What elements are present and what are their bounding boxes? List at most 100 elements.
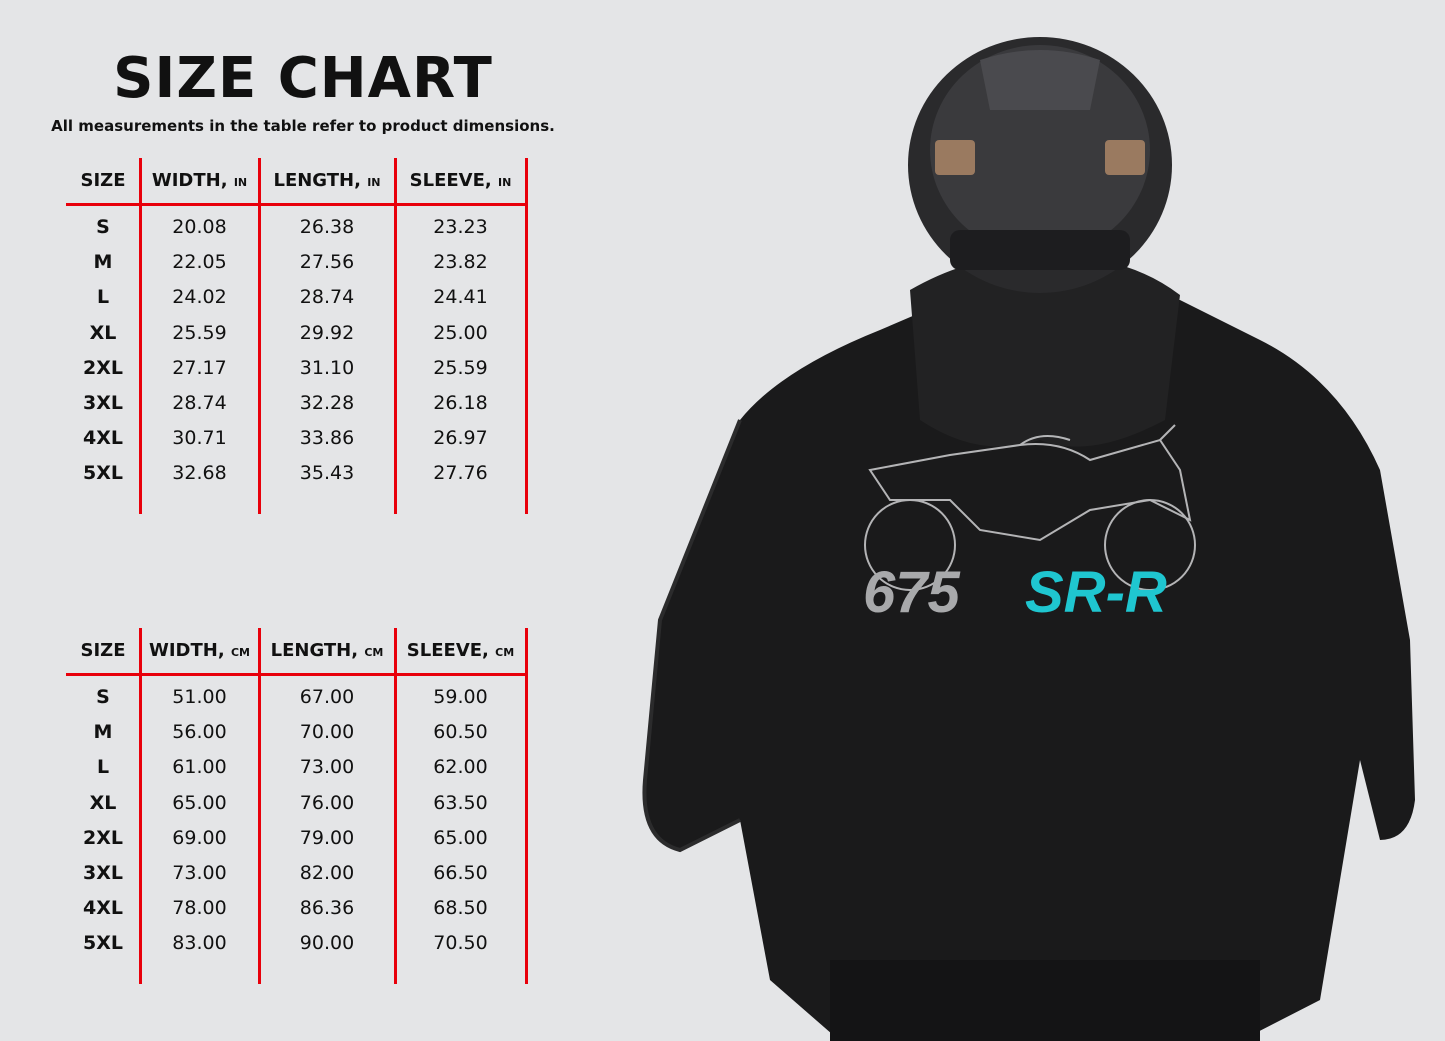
header-label: LENGTH, <box>270 640 359 661</box>
measurement-cell: 27.17 <box>172 356 227 379</box>
model-photo: 675 SR-R <box>642 37 1415 1041</box>
measurement-cell: 78.00 <box>172 897 227 920</box>
column-header: SIZE <box>66 640 140 661</box>
column-rule <box>525 158 528 514</box>
column-rule <box>394 158 397 514</box>
column-header: SIZE <box>66 170 140 191</box>
measurement-cell: 26.18 <box>433 392 488 414</box>
measurement-cell: 24.41 <box>433 286 488 309</box>
measurement-cell: 27.76 <box>433 462 488 485</box>
column-header: LENGTH, CM <box>259 640 395 661</box>
header-unit: IN <box>233 176 248 189</box>
size-cell: M <box>93 721 113 744</box>
header-unit: IN <box>367 176 381 189</box>
column-header: SLEEVE, CM <box>395 640 526 661</box>
size-cell: 4XL <box>83 897 123 920</box>
column-header: LENGTH, IN <box>259 170 395 191</box>
measurement-cell: 22.05 <box>172 251 227 274</box>
column-rule <box>258 158 261 514</box>
measurement-cell: 24.02 <box>172 286 227 309</box>
measurement-cell: 69.00 <box>172 826 227 849</box>
header-rule <box>66 203 528 206</box>
header-label: LENGTH, <box>273 170 361 191</box>
header-unit: CM <box>364 646 384 659</box>
measurement-cell: 28.74 <box>172 392 227 414</box>
measurement-cell: 76.00 <box>299 791 355 814</box>
size-cell: L <box>96 756 110 779</box>
size-cell: 5XL <box>83 932 123 955</box>
size-table-cm: SIZE WIDTH, CM LENGTH, CM SLEEVE, CM S 51.00 6… <box>66 628 528 984</box>
page-subtitle: All measurements in the table refer to p… <box>51 117 555 135</box>
column-header: WIDTH, IN <box>140 170 259 191</box>
column-header: SLEEVE, IN <box>395 170 526 191</box>
measurement-cell: 65.00 <box>433 826 488 849</box>
measurement-cell: 68.50 <box>433 897 488 920</box>
column-rule <box>139 628 142 984</box>
page-title: SIZE CHART <box>113 46 493 111</box>
size-cell: M <box>93 251 113 274</box>
measurement-cell: 25.59 <box>433 356 488 379</box>
column-rule <box>394 628 397 984</box>
measurement-cell: 83.00 <box>172 932 227 955</box>
measurement-cell: 30.71 <box>172 427 227 450</box>
measurement-cell: 59.00 <box>433 686 488 708</box>
size-cell: 3XL <box>83 392 123 414</box>
header-unit: IN <box>498 176 512 189</box>
header-label: WIDTH, <box>149 640 225 661</box>
size-cell: XL <box>89 321 117 344</box>
measurement-cell: 25.59 <box>172 321 227 344</box>
size-cell: 5XL <box>83 462 123 485</box>
hoodie-hood <box>910 258 1180 447</box>
measurement-cell: 26.97 <box>433 427 488 450</box>
header-label: SLEEVE, <box>406 640 489 661</box>
measurement-cell: 73.00 <box>172 862 227 884</box>
measurement-cell: 33.86 <box>299 427 355 450</box>
size-cell: 3XL <box>83 862 123 884</box>
measurement-cell: 86.36 <box>299 897 355 920</box>
measurement-cell: 60.50 <box>433 721 488 744</box>
size-cell: S <box>96 216 110 238</box>
measurement-cell: 28.74 <box>299 286 355 309</box>
measurement-cell: 35.43 <box>299 462 355 485</box>
measurement-cell: 70.50 <box>433 932 488 955</box>
column-rule <box>525 628 528 984</box>
size-cell: S <box>96 686 110 708</box>
measurement-cell: 32.68 <box>172 462 227 485</box>
column-rule <box>258 628 261 984</box>
hoodie-body <box>644 300 1415 1041</box>
measurement-cell: 56.00 <box>172 721 227 744</box>
measurement-cell: 20.08 <box>172 216 227 238</box>
measurement-cell: 66.50 <box>433 862 488 884</box>
measurement-cell: 67.00 <box>299 686 355 708</box>
header-unit: CM <box>230 646 250 659</box>
measurement-cell: 23.82 <box>433 251 488 274</box>
measurement-cell: 23.23 <box>433 216 488 238</box>
measurement-cell: 32.28 <box>299 392 355 414</box>
measurement-cell: 51.00 <box>172 686 227 708</box>
size-cell: 2XL <box>83 826 123 849</box>
measurement-cell: 90.00 <box>299 932 355 955</box>
measurement-cell: 26.38 <box>299 216 355 238</box>
size-cell: 2XL <box>83 356 123 379</box>
header-label: WIDTH, <box>151 170 228 191</box>
size-cell: L <box>96 286 110 309</box>
header-label: SIZE <box>80 640 126 661</box>
column-header: WIDTH, CM <box>140 640 259 661</box>
print-model-accent: SR-R <box>1025 560 1167 625</box>
print-model-grey: 675 <box>863 560 961 625</box>
measurement-cell: 79.00 <box>299 826 355 849</box>
size-cell: XL <box>89 791 117 814</box>
measurement-cell: 31.10 <box>299 356 355 379</box>
measurement-cell: 73.00 <box>299 756 355 779</box>
measurement-cell: 25.00 <box>433 321 488 344</box>
measurement-cell: 70.00 <box>299 721 355 744</box>
header-rule <box>66 673 528 676</box>
header-unit: CM <box>495 646 515 659</box>
measurement-cell: 65.00 <box>172 791 227 814</box>
measurement-cell: 62.00 <box>433 756 488 779</box>
header-label: SIZE <box>80 170 126 191</box>
measurement-cell: 82.00 <box>299 862 355 884</box>
measurement-cell: 27.56 <box>299 251 355 274</box>
size-cell: 4XL <box>83 427 123 450</box>
measurement-cell: 63.50 <box>433 791 488 814</box>
